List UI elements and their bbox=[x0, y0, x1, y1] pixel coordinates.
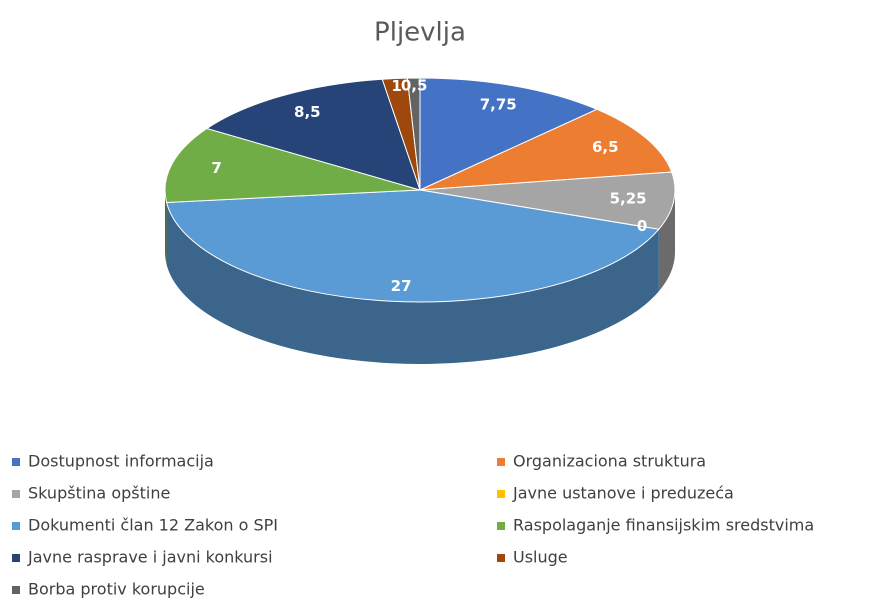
slice bbox=[419, 171, 676, 230]
legend-swatch bbox=[12, 554, 20, 562]
legend-label: Javne rasprave i javni konkursi bbox=[27, 548, 273, 567]
slice-side bbox=[658, 190, 675, 292]
slice-side-shade bbox=[166, 202, 659, 365]
slice-side bbox=[165, 190, 167, 265]
legend-label: Dostupnost informacija bbox=[28, 452, 214, 471]
data-label: 1 bbox=[391, 77, 401, 95]
slice-side-shade bbox=[165, 190, 167, 265]
legend-swatch bbox=[497, 490, 505, 498]
slice-side bbox=[166, 202, 659, 365]
legend-swatch bbox=[12, 586, 20, 594]
slice bbox=[164, 127, 421, 203]
legend-label: Organizaciona struktura bbox=[513, 452, 706, 471]
legend-label: Dokumenti član 12 Zakon o SPI bbox=[28, 516, 278, 535]
legend-swatch bbox=[12, 458, 20, 466]
legend-swatch bbox=[497, 522, 505, 530]
data-label: 0,5 bbox=[401, 76, 428, 94]
data-label: 0 bbox=[637, 217, 647, 235]
slice bbox=[165, 189, 660, 303]
legend-label: Usluge bbox=[513, 548, 568, 567]
data-label: 5,25 bbox=[610, 190, 647, 208]
slice bbox=[419, 108, 673, 191]
legend-swatch bbox=[497, 554, 505, 562]
legend-label: Raspolaganje finansijskim sredstvima bbox=[513, 516, 814, 535]
data-label: 27 bbox=[391, 277, 412, 295]
slice bbox=[205, 78, 421, 191]
legend-swatch bbox=[12, 522, 20, 530]
data-label: 6,5 bbox=[592, 138, 619, 156]
legend-swatch bbox=[12, 490, 20, 498]
slice bbox=[419, 77, 599, 191]
data-label: 8,5 bbox=[294, 103, 321, 121]
legend-swatch bbox=[497, 458, 505, 466]
chart-title: Pljevlja bbox=[374, 18, 466, 48]
legend-label: Skupština opštine bbox=[28, 484, 170, 503]
legend-label: Borba protiv korupcije bbox=[28, 580, 205, 599]
slice bbox=[406, 77, 421, 191]
legend-label: Javne ustanove i preduzeća bbox=[512, 484, 734, 503]
data-label: 7,75 bbox=[480, 95, 517, 113]
data-label: 7 bbox=[211, 159, 221, 177]
slice-side-shade bbox=[658, 190, 675, 292]
